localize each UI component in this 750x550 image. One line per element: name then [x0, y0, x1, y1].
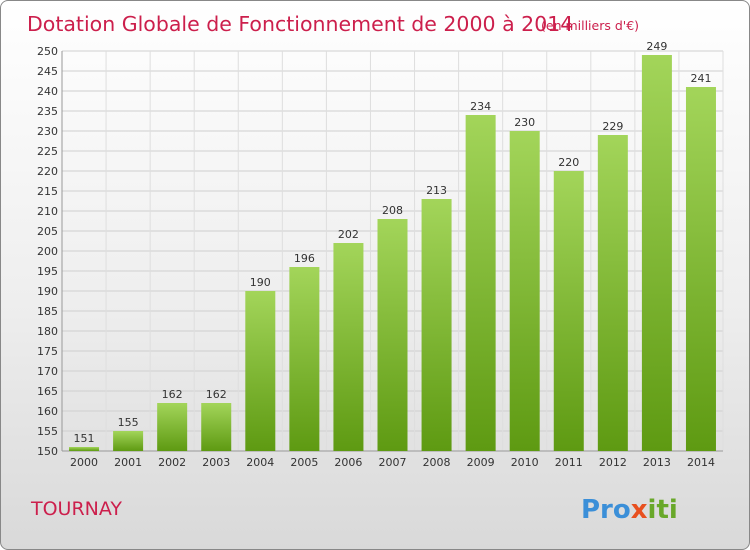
x-tick-label-2009: 2009 — [467, 456, 495, 469]
bar-2010 — [509, 131, 540, 451]
data-label-2003: 162 — [206, 388, 227, 401]
bar-2005 — [289, 267, 320, 451]
y-tick-label: 210 — [37, 205, 58, 218]
data-label-2013: 249 — [646, 40, 667, 53]
bar-2000 — [69, 447, 100, 451]
chart-title: Dotation Globale de Fonctionnement de 20… — [27, 12, 573, 36]
y-tick-label: 165 — [37, 385, 58, 398]
data-label-2011: 220 — [558, 156, 579, 169]
data-label-2012: 229 — [602, 120, 623, 133]
y-tick-label: 230 — [37, 125, 58, 138]
y-tick-label: 205 — [37, 225, 58, 238]
x-tick-label-2002: 2002 — [158, 456, 186, 469]
data-label-2006: 202 — [338, 228, 359, 241]
y-tick-label: 250 — [37, 45, 58, 58]
data-label-2008: 213 — [426, 184, 447, 197]
data-label-2010: 230 — [514, 116, 535, 129]
data-label-2002: 162 — [162, 388, 183, 401]
x-tick-label-2004: 2004 — [246, 456, 274, 469]
x-tick-label-2012: 2012 — [599, 456, 627, 469]
data-label-2000: 151 — [74, 432, 95, 445]
x-tick-label-2006: 2006 — [334, 456, 362, 469]
bar-2003 — [201, 403, 232, 451]
bar-2001 — [113, 431, 144, 451]
commune-name: TOURNAY — [30, 498, 122, 520]
x-tick-labels: 2000 2001 2002 2003 2004 2005 2006 2007 2008 2009… — [70, 456, 715, 469]
x-tick-label-2013: 2013 — [643, 456, 671, 469]
y-tick-label: 225 — [37, 145, 58, 158]
x-tick-label-2000: 2000 — [70, 456, 98, 469]
data-label-2007: 208 — [382, 204, 403, 217]
bar-2007 — [377, 219, 408, 451]
y-tick-label: 180 — [37, 325, 58, 338]
x-tick-label-2007: 2007 — [379, 456, 407, 469]
y-tick-label: 220 — [37, 165, 58, 178]
bar-2004 — [245, 291, 276, 451]
proxiti-logo: Proxiti — [581, 495, 678, 525]
x-tick-label-2001: 2001 — [114, 456, 142, 469]
bar-2009 — [465, 115, 496, 451]
chart-subtitle: (en milliers d'€) — [541, 18, 639, 33]
y-tick-label: 240 — [37, 85, 58, 98]
y-tick-label: 170 — [37, 365, 58, 378]
y-tick-label: 190 — [37, 285, 58, 298]
data-labels: 151 155 162 162 190 196 202 208 213 234 230 220 229 2… — [74, 40, 712, 445]
bars — [69, 55, 716, 451]
data-label-2014: 241 — [690, 72, 711, 85]
y-tick-label: 245 — [37, 65, 58, 78]
x-tick-label-2010: 2010 — [511, 456, 539, 469]
x-tick-label-2014: 2014 — [687, 456, 715, 469]
data-label-2001: 155 — [118, 416, 139, 429]
x-tick-label-2008: 2008 — [423, 456, 451, 469]
x-tick-label-2003: 2003 — [202, 456, 230, 469]
bar-2002 — [157, 403, 188, 451]
y-tick-label: 175 — [37, 345, 58, 358]
y-tick-label: 195 — [37, 265, 58, 278]
bar-2008 — [421, 199, 452, 451]
bar-2006 — [333, 243, 364, 451]
bar-2011 — [553, 171, 584, 451]
data-label-2005: 196 — [294, 252, 315, 265]
x-tick-label-2005: 2005 — [290, 456, 318, 469]
data-label-2004: 190 — [250, 276, 271, 289]
y-tick-label: 200 — [37, 245, 58, 258]
bar-2013 — [641, 55, 672, 451]
y-tick-label: 155 — [37, 425, 58, 438]
y-tick-label: 160 — [37, 405, 58, 418]
y-tick-labels: 150 155 160 165 170 175 180 185 190 195 200 205 210 2… — [37, 45, 58, 458]
logo-text: Proxiti — [581, 495, 678, 525]
y-tick-label: 235 — [37, 105, 58, 118]
y-tick-label: 215 — [37, 185, 58, 198]
x-tick-label-2011: 2011 — [555, 456, 583, 469]
y-tick-label: 150 — [37, 445, 58, 458]
y-tick-label: 185 — [37, 305, 58, 318]
bar-2014 — [685, 87, 716, 451]
bar-2012 — [597, 135, 628, 451]
data-label-2009: 234 — [470, 100, 491, 113]
